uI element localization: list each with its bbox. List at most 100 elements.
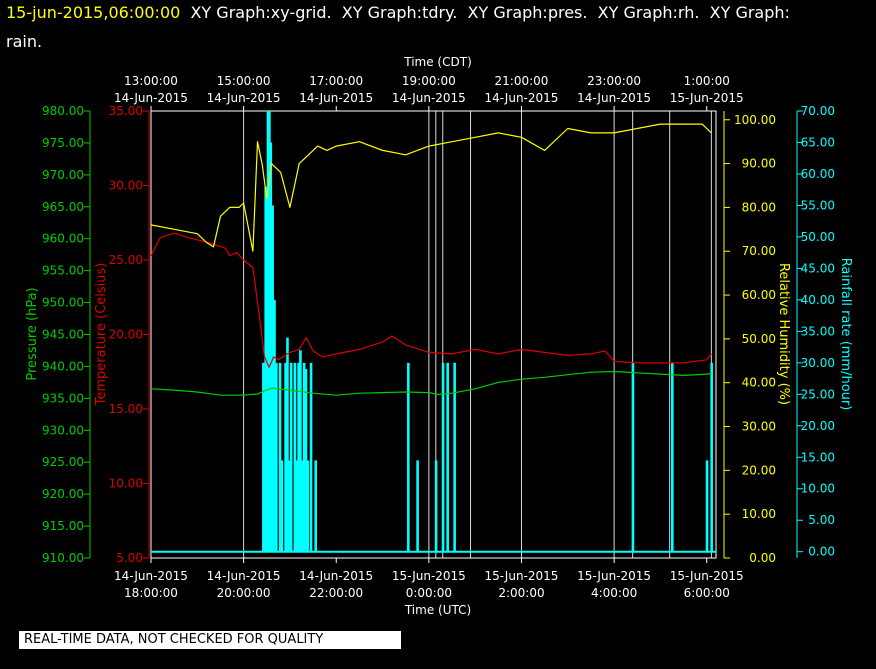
bottom-tick-time: 20:00:00 — [217, 586, 271, 600]
top-axis-title: Time (CDT) — [403, 55, 472, 69]
temperature-tick-label: 15.00 — [109, 402, 143, 416]
rain-impulse — [705, 460, 709, 552]
humidity-tick-label: 40.00 — [742, 376, 776, 390]
rain-impulse — [434, 460, 438, 552]
pressure-tick-label: 935.00 — [42, 391, 84, 405]
header-line-1: 15-jun-2015,06:00:00 XY Graph:xy-grid. X… — [6, 3, 790, 22]
rain-impulse — [453, 362, 456, 552]
top-tick-date: 14-Jun-2015 — [485, 91, 559, 105]
rain-impulse — [446, 362, 449, 552]
pressure-tick-label: 910.00 — [42, 551, 84, 565]
bottom-tick-date: 15-Jun-2015 — [392, 569, 466, 583]
top-tick-date: 14-Jun-2015 — [114, 91, 188, 105]
rain-tick-label: 70.00 — [801, 104, 835, 118]
plot-area — [150, 110, 717, 559]
rain-impulse — [271, 205, 274, 552]
bottom-tick-date: 15-Jun-2015 — [485, 569, 559, 583]
humidity-tick-label: 100.00 — [734, 113, 776, 127]
rain-impulse — [269, 142, 273, 552]
rain-impulse — [302, 362, 306, 552]
rain-impulse — [268, 111, 271, 552]
humidity-tick-label: 0.00 — [749, 551, 776, 565]
humidity-tick-label: 30.00 — [742, 420, 776, 434]
pressure-tick-label: 970.00 — [42, 168, 84, 182]
temperature-axis-title: Temperature (Celsius) — [94, 263, 109, 407]
pressure-tick-label: 975.00 — [42, 136, 84, 150]
bottom-tick-time: 18:00:00 — [124, 586, 178, 600]
pressure-axis-title: Pressure (hPa) — [25, 287, 40, 380]
bottom-tick-date: 14-Jun-2015 — [207, 569, 281, 583]
top-tick-time: 21:00:00 — [495, 74, 549, 88]
bottom-tick-date: 15-Jun-2015 — [670, 569, 744, 583]
rain-impulse — [262, 362, 265, 552]
rain-impulse — [314, 460, 318, 552]
rain-impulse — [441, 362, 445, 552]
pressure-tick-label: 945.00 — [42, 328, 84, 342]
pressure-tick-label: 980.00 — [42, 104, 84, 118]
pressure-tick-label: 955.00 — [42, 264, 84, 278]
humidity-axis: 0.00 10.00 20.00 30.00 40.00 50.00 60.00 70.00 8… — [723, 111, 776, 565]
rain-impulse — [306, 460, 310, 552]
rain-impulse — [289, 362, 293, 552]
humidity-tick-label: 50.00 — [742, 332, 776, 346]
rain-tick-label: 30.00 — [801, 356, 835, 370]
rain-impulse — [264, 186, 267, 552]
bottom-tick-time: 0:00:00 — [406, 586, 452, 600]
rain-tick-label: 25.00 — [801, 387, 835, 401]
temperature-tick-label: 10.00 — [109, 477, 143, 491]
top-tick-time: 17:00:00 — [309, 74, 363, 88]
rain-impulse — [288, 460, 291, 552]
rain-impulse — [671, 362, 674, 552]
rain-impulse — [280, 460, 284, 552]
temperature-tick-label: 30.00 — [109, 179, 143, 193]
header-graph-list: XY Graph:xy-grid. XY Graph:tdry. XY Grap… — [180, 3, 790, 22]
top-tick-time: 15:00:00 — [217, 74, 271, 88]
rain-impulse — [273, 299, 276, 552]
top-tick-date: 14-Jun-2015 — [392, 91, 466, 105]
rain-tick-label: 35.00 — [801, 324, 835, 338]
humidity-line — [150, 123, 712, 252]
bottom-time-axis: 14-Jun-2015 18:00:00 14-Jun-2015 20:00:00 14… — [114, 558, 744, 600]
rain-axis: 0.00 5.00 10.00 15.00 20.00 25.00 30.00 35.00 40… — [796, 104, 835, 559]
humidity-tick-label: 20.00 — [742, 463, 776, 477]
rain-impulse — [284, 362, 287, 552]
pressure-tick-label: 925.00 — [42, 455, 84, 469]
top-tick-time: 23:00:00 — [587, 74, 641, 88]
bottom-tick-date: 14-Jun-2015 — [114, 569, 188, 583]
top-tick-time: 1:00:00 — [684, 74, 730, 88]
humidity-tick-label: 70.00 — [742, 244, 776, 258]
bottom-tick-time: 2:00:00 — [498, 586, 544, 600]
pressure-tick-label: 960.00 — [42, 232, 84, 246]
rain-impulse — [299, 350, 302, 552]
rain-impulse — [275, 362, 278, 552]
humidity-tick-label: 10.00 — [742, 507, 776, 521]
rain-impulse — [293, 362, 297, 552]
rain-tick-label: 20.00 — [801, 419, 835, 433]
top-time-axis: 13:00:00 14-Jun-2015 15:00:00 14-Jun-2015 17… — [114, 74, 744, 111]
bottom-tick-time: 4:00:00 — [591, 586, 637, 600]
rain-impulse — [278, 362, 282, 552]
rain-impulse — [286, 337, 289, 552]
rain-tick-label: 10.00 — [801, 482, 835, 496]
bottom-tick-time: 22:00:00 — [309, 586, 363, 600]
header-timestamp: 15-jun-2015,06:00:00 — [6, 3, 180, 22]
temperature-tick-label: 20.00 — [109, 328, 143, 342]
pressure-tick-label: 950.00 — [42, 296, 84, 310]
rain-series — [151, 111, 716, 553]
temperature-line — [150, 232, 712, 368]
rain-tick-label: 40.00 — [801, 293, 835, 307]
rain-tick-label: 60.00 — [801, 167, 835, 181]
rain-impulse — [416, 460, 419, 552]
bottom-tick-date: 15-Jun-2015 — [577, 569, 651, 583]
pressure-tick-label: 965.00 — [42, 200, 84, 214]
rain-tick-label: 15.00 — [801, 450, 835, 464]
pressure-tick-label: 915.00 — [42, 519, 84, 533]
rain-impulse — [407, 362, 410, 552]
top-tick-time: 19:00:00 — [402, 74, 456, 88]
rain-impulse — [304, 369, 308, 552]
rain-tick-label: 65.00 — [801, 135, 835, 149]
rain-tick-label: 50.00 — [801, 230, 835, 244]
pressure-axis: 910.00 915.00 920.00 925.00 930.00 935.00 940.… — [42, 104, 91, 565]
humidity-tick-label: 90.00 — [742, 157, 776, 171]
